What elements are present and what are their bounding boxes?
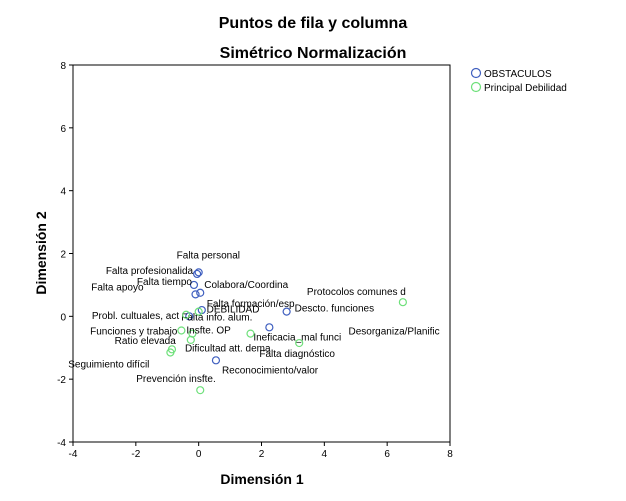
- y-tick-label: -2: [57, 375, 66, 386]
- legend: OBSTACULOS Principal Debilidad: [470, 67, 567, 94]
- data-point: [177, 326, 186, 335]
- data-point: [166, 348, 175, 357]
- data-point: [194, 268, 203, 277]
- data-point: [192, 269, 202, 279]
- data-point: [295, 338, 304, 348]
- point-label: Colabora/Coordina: [204, 280, 288, 291]
- data-point: [186, 335, 195, 344]
- point-label: Funciones y trabajo: [90, 326, 178, 337]
- legend-marker: [470, 67, 482, 79]
- legend-marker: [470, 81, 482, 93]
- point-label: Seguimiento difícil: [68, 359, 149, 370]
- y-tick-label: 6: [60, 124, 66, 135]
- point-label: Protocolos comunes d: [307, 287, 406, 298]
- data-point: [196, 386, 205, 395]
- data-point: [194, 307, 203, 316]
- x-tick-label: 6: [384, 449, 390, 460]
- data-point: [246, 329, 255, 338]
- data-point: [398, 298, 407, 307]
- y-tick-label: -4: [57, 438, 66, 449]
- data-point: [189, 280, 199, 290]
- series-principal-debilidad: DEBILIDAD Probl. cultuales, act Funciones …: [68, 287, 440, 395]
- chart-subtitle: Simétrico Normalización: [220, 45, 407, 62]
- point-label: Falta info. alum.: [181, 312, 252, 323]
- data-point: [191, 290, 200, 299]
- legend-label: OBSTACULOS: [484, 69, 552, 80]
- x-axis-title: Dimensión 1: [220, 471, 303, 487]
- y-tick-label: 8: [60, 61, 66, 72]
- point-label: Falta apoyo: [91, 282, 144, 293]
- y-axis-title: Dimensión 2: [33, 211, 49, 294]
- legend-label: Principal Debilidad: [484, 83, 567, 94]
- x-tick-label: 4: [322, 449, 328, 460]
- x-tick-label: -4: [69, 449, 78, 460]
- point-label: DEBILIDAD: [207, 305, 260, 316]
- x-tick-label: -2: [131, 449, 140, 460]
- y-tick-label: 0: [60, 312, 66, 323]
- point-label: Prevención insfte.: [136, 374, 216, 385]
- point-label: Reconocimiento/valor: [222, 365, 319, 376]
- point-label: Descto. funciones: [295, 304, 375, 315]
- point-label: Insfte. OP: [186, 326, 231, 337]
- chart-title: Puntos de fila y columna: [219, 15, 408, 32]
- point-label: Dificultad att. dema: [185, 343, 271, 354]
- x-tick-label: 2: [259, 449, 265, 460]
- point-label: Ratio elevada: [115, 336, 177, 347]
- x-tick-label: 8: [447, 449, 453, 460]
- data-point: [282, 307, 291, 316]
- point-label: Ineficacia_mal funci: [253, 332, 341, 343]
- y-tick-label: 4: [60, 187, 66, 198]
- point-label: Falta personal: [177, 250, 240, 261]
- point-label: Falta tiempo: [137, 277, 192, 288]
- point-label: Desorganiza/Planific: [349, 327, 440, 338]
- y-tick-label: 2: [60, 250, 66, 261]
- point-label: Falta profesionalida: [106, 266, 194, 277]
- x-axis: -4 -2 0 2 4 6 8: [69, 442, 453, 460]
- data-point: [196, 288, 205, 297]
- point-label: Falta diagnóstico: [259, 349, 335, 360]
- plot-area: [72, 64, 451, 443]
- point-label: Falta formación/esp: [207, 299, 295, 310]
- data-point: [182, 310, 191, 319]
- x-tick-label: 0: [196, 449, 202, 460]
- y-axis: -4 -2 0 2 4 6 8: [57, 61, 73, 449]
- data-point: [211, 356, 221, 365]
- point-label: Probl. cultuales, act: [92, 311, 179, 322]
- data-point: [265, 323, 274, 332]
